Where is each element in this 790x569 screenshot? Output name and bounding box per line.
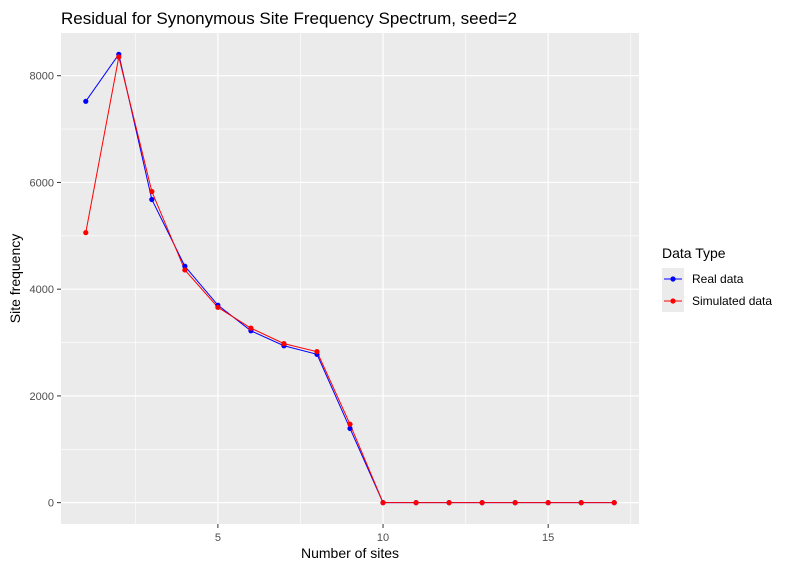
y-tick-label: 4000 <box>30 284 54 296</box>
series-points <box>83 51 617 506</box>
grid <box>61 33 639 524</box>
data-point-simulated <box>116 54 122 60</box>
x-axis: 5 10 15 <box>215 524 554 544</box>
x-tick-label: 5 <box>215 532 221 544</box>
y-axis: 0 2000 4000 6000 8000 <box>30 71 61 510</box>
y-axis-title: Site frequency <box>7 234 23 324</box>
data-point-simulated <box>446 500 452 506</box>
data-point-simulated <box>281 341 287 347</box>
data-point-simulated <box>413 500 419 506</box>
data-point-simulated <box>215 304 221 310</box>
legend: Data Type Real data Simulated data <box>662 245 772 312</box>
y-tick-label: 0 <box>48 498 54 510</box>
x-axis-title: Number of sites <box>301 545 399 561</box>
x-tick-label: 15 <box>542 532 554 544</box>
legend-label: Simulated data <box>692 294 772 308</box>
chart-title: Residual for Synonymous Site Frequency S… <box>61 9 517 28</box>
data-point-simulated <box>545 500 551 506</box>
data-point-simulated <box>248 325 254 331</box>
legend-title: Data Type <box>662 245 726 261</box>
data-point-simulated <box>380 500 386 506</box>
y-tick-label: 8000 <box>30 71 54 83</box>
data-point-real <box>182 263 188 269</box>
legend-key-point <box>670 276 676 282</box>
y-tick-label: 6000 <box>30 177 54 189</box>
y-tick-label: 2000 <box>30 391 54 403</box>
data-point-simulated <box>182 267 188 273</box>
x-tick-label: 10 <box>377 532 389 544</box>
data-point-simulated <box>347 421 353 427</box>
data-point-simulated <box>314 349 320 355</box>
data-point-simulated <box>578 500 584 506</box>
data-point-simulated <box>611 500 617 506</box>
data-point-simulated <box>83 230 89 236</box>
data-point-real <box>149 196 155 203</box>
data-point-real <box>347 425 353 432</box>
plot-panel <box>61 33 639 524</box>
data-point-simulated <box>149 188 155 195</box>
legend-key-point <box>670 298 676 304</box>
data-point-simulated <box>479 500 485 506</box>
data-point-simulated <box>512 500 518 506</box>
legend-label: Real data <box>692 272 744 286</box>
data-point-real <box>83 98 89 104</box>
